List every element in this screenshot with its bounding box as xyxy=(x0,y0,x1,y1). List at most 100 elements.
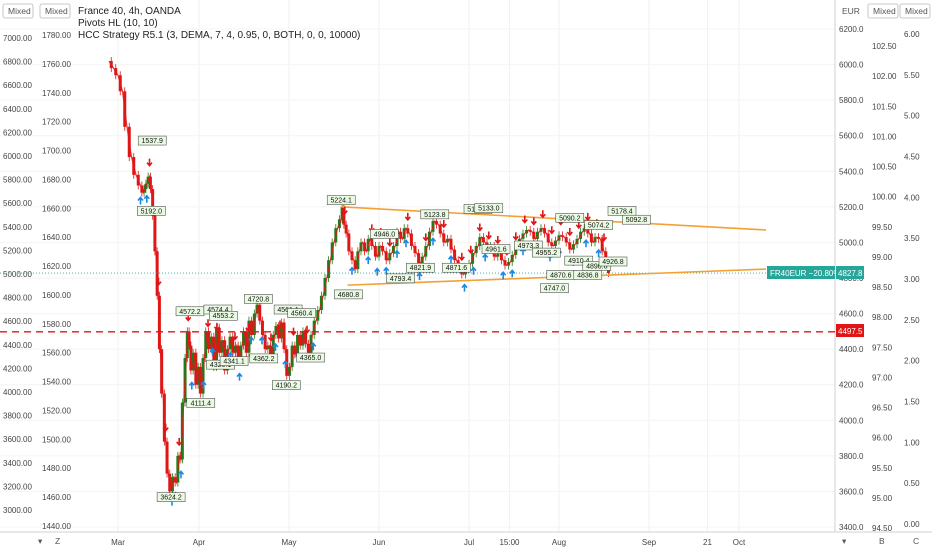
svg-text:4910.4: 4910.4 xyxy=(568,258,590,265)
bottom-left-z[interactable]: Z xyxy=(55,536,60,546)
legend-symbol: France 40, 4h, OANDA xyxy=(78,6,181,17)
x-axis-tick: May xyxy=(281,538,296,547)
sell-arrow xyxy=(290,327,297,336)
left-axis-b-tick: 1700.00 xyxy=(42,147,71,156)
pivot-label: 5224.1 xyxy=(326,195,356,205)
right-axis-price-tick: 4000.0 xyxy=(839,416,864,425)
pivot-label: 4870.6 xyxy=(546,270,576,280)
right-axis-price-tick: 3800.0 xyxy=(839,452,864,461)
right-axis-b-tick: 99.50 xyxy=(872,223,893,232)
svg-text:4572.2: 4572.2 xyxy=(179,309,201,316)
left-axis-a-tick: 3400.00 xyxy=(3,459,32,468)
price-badge-value: 4827.8 xyxy=(838,269,863,278)
sell-arrow xyxy=(494,235,501,245)
sell-arrow xyxy=(245,324,252,333)
grid xyxy=(0,0,835,532)
top-right-eur: EUR xyxy=(842,6,860,16)
right-axis-b-tick: 96.00 xyxy=(872,434,893,443)
left-axis-b-tick: 1620.00 xyxy=(42,262,71,271)
pivot-label: 4720.8 xyxy=(244,294,273,304)
svg-text:5123.8: 5123.8 xyxy=(424,212,446,219)
buy-arrow xyxy=(374,267,381,276)
sell-arrow xyxy=(521,215,528,224)
sell-arrow xyxy=(162,423,169,432)
buy-arrow xyxy=(258,336,266,345)
buy-arrow xyxy=(200,380,207,389)
left-axis-a-tick: 5400.00 xyxy=(3,223,32,232)
right-axis-b-tick: 100.50 xyxy=(872,163,897,172)
pivot-label: 4560.4 xyxy=(287,308,316,318)
svg-text:4111.4: 4111.4 xyxy=(191,400,211,407)
right-axis-b-tick: 98.00 xyxy=(872,313,893,322)
axis-right-c: 6.00 5.50 5.00 4.50 4.00 3.50 3.00 2.50 2.00 1.50… xyxy=(904,30,920,529)
x-axis-tick: 15:00 xyxy=(499,538,520,547)
svg-text:5224.1: 5224.1 xyxy=(330,198,352,205)
buy-arrow xyxy=(236,372,243,381)
right-axis-b-tick: 102.50 xyxy=(872,42,897,51)
buy-arrow xyxy=(482,253,489,262)
svg-text:4747.0: 4747.0 xyxy=(544,286,566,293)
left-axis-b-tick: 1640.00 xyxy=(42,233,71,242)
bottom-right-c[interactable]: C xyxy=(913,536,919,546)
eur-label: EUR xyxy=(842,6,860,16)
sell-arrow xyxy=(204,319,212,328)
left-axis-b-tick: 1680.00 xyxy=(42,175,71,184)
price-badge: FR40EUR −20.80% 4827.8 xyxy=(767,266,864,279)
pivot-label: 5074.2 xyxy=(584,220,613,230)
right-axis-c-tick: 0.50 xyxy=(904,479,920,488)
pivot-label: 1537.9 xyxy=(137,135,167,146)
buy-arrow xyxy=(416,271,423,281)
svg-text:4973.3: 4973.3 xyxy=(518,243,540,250)
right-axis-b-tick: 101.00 xyxy=(872,132,897,141)
right-axis-c-tick: 6.00 xyxy=(904,30,920,39)
left-axis-a-tick: 4800.00 xyxy=(3,294,32,303)
bottom-left-icon[interactable]: ▾ xyxy=(38,536,43,546)
right-axis-b-tick: 100.00 xyxy=(872,193,897,202)
buy-arrow xyxy=(248,336,255,345)
sell-arrow xyxy=(404,212,411,222)
pivot-label: 4955.2 xyxy=(532,247,561,258)
sell-arrow xyxy=(548,226,555,235)
left-axis-a-tick: 3600.00 xyxy=(3,435,32,444)
top-right-mixed-2[interactable]: Mixed xyxy=(899,3,931,19)
legend-strategy: HCC Strategy R5.1 (3, DEMA, 7, 4, 0.95, … xyxy=(78,30,360,41)
right-axis-c-tick: 4.00 xyxy=(904,193,920,202)
pivot-label: 4553.2 xyxy=(209,310,238,321)
sell-arrow xyxy=(341,206,348,215)
left-axis-a-tick: 6600.00 xyxy=(3,81,32,90)
top-right-mixed[interactable]: Mixed xyxy=(867,3,899,19)
sell-arrow xyxy=(422,233,429,242)
buy-arrow xyxy=(447,254,455,264)
right-axis-b-tick: 97.50 xyxy=(872,343,893,352)
left-axis-a-tick: 4200.00 xyxy=(3,364,32,373)
left-axis-a-tick: 5600.00 xyxy=(3,199,32,208)
buy-arrow xyxy=(500,270,507,280)
top-left-mixed[interactable]: Mixed xyxy=(2,3,34,19)
x-axis-tick: Oct xyxy=(733,538,746,547)
hline-badge: 4497.5 xyxy=(836,324,864,337)
left-axis-a-tick: 6000.00 xyxy=(3,152,32,161)
right-axis-b-tick: 101.50 xyxy=(872,102,897,111)
right-axis-price-tick: 4600.0 xyxy=(839,310,864,319)
x-axis-tick: Jul xyxy=(464,538,474,547)
x-axis-tick: Mar xyxy=(111,538,125,547)
buy-arrow xyxy=(137,196,144,205)
trendline-upper xyxy=(341,206,767,231)
bottom-right-b[interactable]: B xyxy=(879,536,885,546)
top-left-mixed-2[interactable]: Mixed xyxy=(39,3,71,19)
sell-arrow xyxy=(386,238,393,247)
sell-arrow xyxy=(566,227,573,237)
sell-arrow xyxy=(512,232,519,241)
svg-text:4890.6: 4890.6 xyxy=(586,263,608,270)
left-axis-a-tick: 4400.00 xyxy=(3,341,32,350)
pivot-label: 4362.2 xyxy=(249,353,279,364)
svg-text:4961.6: 4961.6 xyxy=(485,247,507,254)
bottom-right-arrow[interactable]: ▾ xyxy=(842,536,847,546)
sell-arrow xyxy=(530,217,537,226)
axis-left-b: 1780.00 1760.00 1740.00 1720.00 1700.00 1680.… xyxy=(42,31,71,531)
right-axis-b-tick: 99.00 xyxy=(872,253,893,262)
sell-arrow xyxy=(276,320,284,329)
price-line xyxy=(0,60,835,492)
pivot-label: 4111.4 xyxy=(186,398,216,408)
